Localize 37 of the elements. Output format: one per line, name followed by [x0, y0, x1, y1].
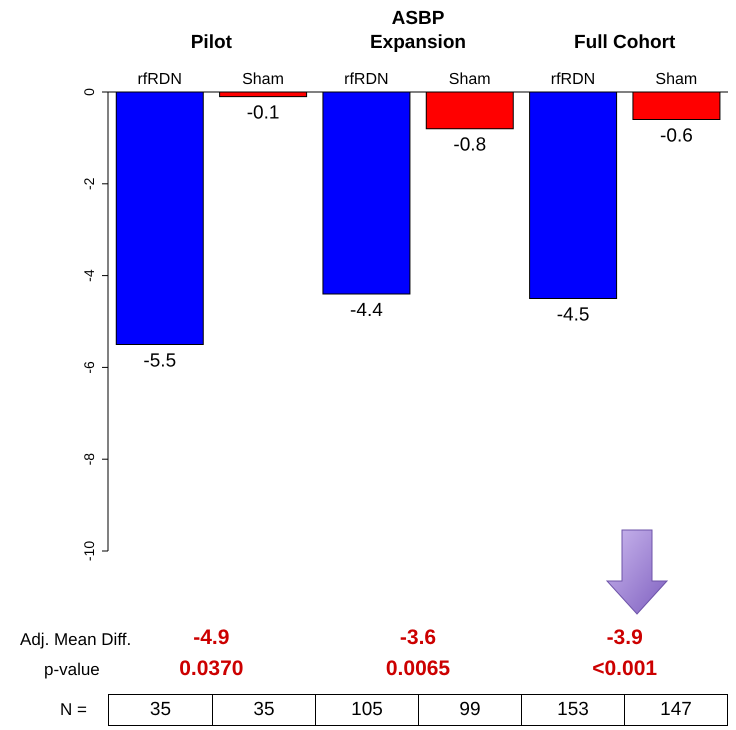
text: -4.9	[193, 626, 230, 650]
x-tick-label: Sham	[655, 71, 698, 88]
text: -3.9	[606, 626, 643, 650]
x-tick-label: Sham	[448, 71, 491, 88]
text: 99	[418, 695, 521, 725]
data-label: -0.1	[246, 102, 280, 124]
text: Pilot	[190, 32, 232, 54]
text: 153	[521, 695, 624, 725]
text: Full Cohort	[574, 32, 676, 54]
data-label: -0.6	[660, 126, 693, 147]
text: 147	[624, 695, 727, 725]
text: 105	[315, 695, 418, 725]
y-tick-label: -8	[81, 452, 97, 466]
y-tick-label: -10	[81, 540, 97, 562]
text: <0.001	[592, 657, 658, 681]
text: p-value	[44, 660, 100, 680]
x-tick-label: rfRDN	[137, 71, 182, 88]
x-tick-label: Sham	[242, 71, 284, 88]
y-tick-label: -4	[81, 269, 97, 282]
x-tick-label: rfRDN	[550, 71, 596, 88]
chart-title: ASBP	[392, 8, 444, 30]
x-tick-label: rfRDN	[344, 71, 389, 88]
text: 35	[148, 698, 172, 722]
text: 0.0370	[179, 657, 244, 681]
text: 0.0065	[386, 657, 450, 681]
text: -3.6	[400, 626, 436, 650]
data-label: -4.5	[556, 304, 590, 326]
y-tick-label: -6	[81, 360, 97, 374]
data-label: -5.5	[143, 350, 176, 372]
y-tick-label: 0	[81, 88, 97, 96]
data-label: -4.4	[350, 300, 384, 321]
data-label: -0.8	[453, 134, 486, 156]
text: Expansion	[370, 32, 466, 54]
text: Adj. Mean Diff.	[20, 630, 132, 650]
text: 35	[212, 695, 315, 725]
text: N =	[60, 700, 87, 720]
y-tick-label: -2	[81, 177, 97, 190]
